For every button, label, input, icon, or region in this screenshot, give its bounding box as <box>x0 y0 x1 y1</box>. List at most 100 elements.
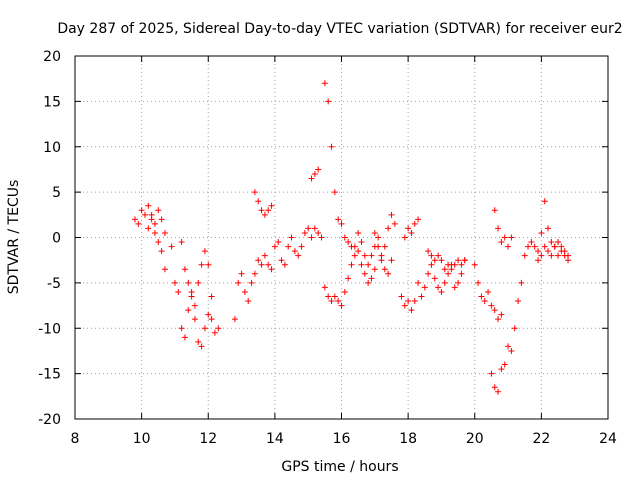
data-point <box>161 266 168 273</box>
y-tick-label: 10 <box>43 140 61 156</box>
data-point <box>341 288 348 295</box>
data-point <box>161 229 168 236</box>
data-point <box>458 270 465 277</box>
data-point <box>178 325 185 332</box>
data-point <box>351 243 358 250</box>
data-point <box>308 234 315 241</box>
x-tick-label: 22 <box>532 431 550 447</box>
data-point <box>291 248 298 255</box>
data-point <box>358 261 365 268</box>
data-point <box>361 270 368 277</box>
data-point <box>435 252 442 259</box>
data-point <box>428 252 435 259</box>
axis-ticks: 8 10 12 14 16 18 20 22 24 20 15 10 5 0 -5 -10 -15 -20 <box>38 49 617 447</box>
data-point <box>321 80 328 87</box>
data-point <box>495 388 502 395</box>
data-point <box>215 325 222 332</box>
plot-frame <box>74 55 609 420</box>
series-arc6 <box>251 189 275 218</box>
data-point <box>241 288 248 295</box>
data-point <box>201 325 208 332</box>
data-point <box>545 248 552 255</box>
data-point <box>251 189 258 196</box>
data-point <box>538 229 545 236</box>
data-point <box>451 284 458 291</box>
data-point <box>375 243 382 250</box>
x-axis-label: GPS time / hours <box>281 459 398 475</box>
x-tick-label: 24 <box>599 431 617 447</box>
data-point <box>478 293 485 300</box>
data-point <box>411 298 418 305</box>
data-point <box>528 239 535 246</box>
series-arc8 <box>321 80 378 286</box>
data-point <box>441 279 448 286</box>
data-point <box>325 293 332 300</box>
data-point <box>155 239 162 246</box>
data-point <box>391 220 398 227</box>
data-point <box>375 234 382 241</box>
data-point <box>498 239 505 246</box>
data-point <box>141 211 148 218</box>
data-point <box>311 170 318 177</box>
data-point <box>315 229 322 236</box>
data-point <box>388 257 395 264</box>
data-point <box>411 220 418 227</box>
data-point <box>475 279 482 286</box>
data-point <box>511 325 518 332</box>
data-point <box>338 302 345 309</box>
x-tick-label: 8 <box>71 431 80 447</box>
x-tick-label: 16 <box>333 431 351 447</box>
y-tick-label: 15 <box>43 94 61 110</box>
data-point <box>551 243 558 250</box>
data-point <box>195 279 202 286</box>
data-point <box>381 266 388 273</box>
data-point <box>508 347 515 354</box>
data-point <box>435 284 442 291</box>
data-point <box>525 243 532 250</box>
data-point <box>151 229 158 236</box>
data-point <box>371 229 378 236</box>
data-point <box>501 361 508 368</box>
data-point <box>185 279 192 286</box>
data-point <box>168 243 175 250</box>
data-point <box>138 207 145 214</box>
data-point <box>365 279 372 286</box>
data-point <box>471 261 478 268</box>
data-point <box>541 198 548 205</box>
data-point <box>548 239 555 246</box>
y-tick-label: 20 <box>43 49 61 65</box>
data-point <box>498 311 505 318</box>
data-point <box>515 298 522 305</box>
data-point <box>321 284 328 291</box>
data-point <box>441 266 448 273</box>
data-point <box>408 229 415 236</box>
data-point <box>191 302 198 309</box>
data-point <box>325 98 332 105</box>
data-point <box>425 270 432 277</box>
data-point <box>368 275 375 282</box>
y-tick-label: 5 <box>52 185 61 201</box>
data-point <box>248 279 255 286</box>
data-point <box>331 189 338 196</box>
series-arc7 <box>308 166 322 182</box>
series-arc13 <box>425 248 468 273</box>
data-point <box>201 248 208 255</box>
data-point <box>261 252 268 259</box>
data-point <box>265 261 272 268</box>
data-point <box>405 298 412 305</box>
data-point <box>191 316 198 323</box>
y-tick-label: -15 <box>38 367 61 383</box>
data-point <box>535 257 542 264</box>
data-point <box>135 220 142 227</box>
data-point <box>531 243 538 250</box>
data-point <box>331 293 338 300</box>
data-point <box>431 275 438 282</box>
data-point <box>265 207 272 214</box>
data-point <box>178 239 185 246</box>
data-point <box>558 248 565 255</box>
data-point <box>171 279 178 286</box>
data-point <box>155 207 162 214</box>
data-point <box>415 279 422 286</box>
data-point <box>455 257 462 264</box>
data-point <box>238 270 245 277</box>
